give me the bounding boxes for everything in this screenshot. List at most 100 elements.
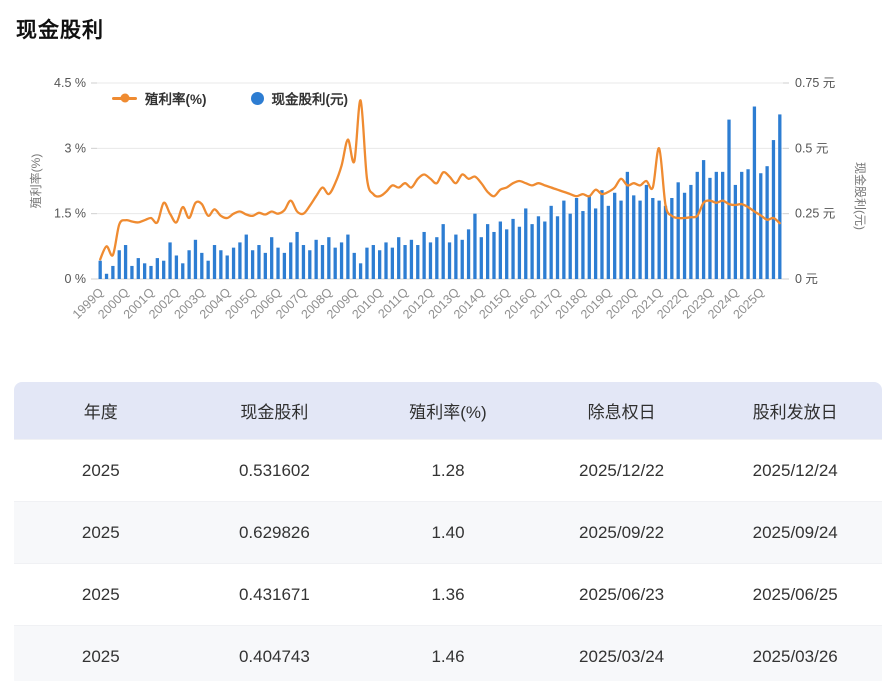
- dividend-bar[interactable]: [346, 234, 350, 279]
- dividend-bar[interactable]: [721, 171, 725, 279]
- dividend-bar[interactable]: [498, 221, 502, 279]
- dividend-bar[interactable]: [657, 200, 661, 279]
- dividend-bar[interactable]: [244, 234, 248, 279]
- dividend-bar[interactable]: [320, 245, 325, 279]
- dividend-bar[interactable]: [238, 242, 242, 279]
- dividend-bar[interactable]: [454, 234, 458, 279]
- dividend-bar[interactable]: [130, 265, 134, 279]
- dividend-bar[interactable]: [155, 258, 159, 279]
- dividend-bar[interactable]: [676, 182, 680, 279]
- dividend-bar[interactable]: [136, 258, 140, 279]
- dividend-bar[interactable]: [314, 239, 318, 279]
- dividend-bar[interactable]: [441, 224, 445, 279]
- dividend-bar[interactable]: [727, 119, 731, 279]
- dividend-bar[interactable]: [339, 242, 344, 279]
- dividend-bar[interactable]: [606, 205, 610, 279]
- legend-item-yield[interactable]: 殖利率(%): [112, 88, 207, 108]
- dividend-bar[interactable]: [397, 237, 401, 279]
- dividend-bar[interactable]: [701, 160, 706, 279]
- dividend-bar[interactable]: [187, 250, 191, 279]
- dividend-bar[interactable]: [708, 177, 712, 279]
- dividend-bar[interactable]: [460, 239, 464, 279]
- dividend-bar[interactable]: [206, 260, 210, 279]
- dividend-bar[interactable]: [333, 247, 337, 279]
- dividend-bar[interactable]: [384, 242, 388, 279]
- dividend-bar[interactable]: [613, 192, 617, 279]
- dividend-bar[interactable]: [670, 197, 674, 279]
- dividend-bar[interactable]: [295, 231, 299, 279]
- dividend-bar[interactable]: [778, 114, 782, 279]
- dividend-bar[interactable]: [225, 255, 229, 279]
- dividend-bar[interactable]: [574, 197, 579, 279]
- dividend-bar[interactable]: [327, 237, 331, 279]
- dividend-bar[interactable]: [409, 239, 414, 279]
- dividend-bar[interactable]: [365, 247, 369, 279]
- dividend-bar[interactable]: [555, 216, 560, 279]
- dividend-bar[interactable]: [511, 218, 515, 279]
- dividend-bar[interactable]: [117, 250, 121, 279]
- dividend-bar[interactable]: [123, 245, 128, 279]
- dividend-bar[interactable]: [149, 265, 153, 279]
- dividend-bar[interactable]: [524, 208, 528, 279]
- dividend-bar[interactable]: [428, 242, 433, 279]
- dividend-bar[interactable]: [200, 252, 204, 279]
- dividend-bar[interactable]: [543, 221, 547, 279]
- dividend-bar[interactable]: [530, 224, 534, 279]
- dividend-bar[interactable]: [162, 260, 166, 279]
- dividend-bar[interactable]: [352, 252, 356, 279]
- dividend-bar[interactable]: [765, 166, 769, 279]
- dividend-bar[interactable]: [587, 195, 591, 279]
- dividend-bar[interactable]: [212, 245, 217, 279]
- yield-line[interactable]: [99, 99, 781, 261]
- dividend-bar[interactable]: [378, 250, 382, 279]
- dividend-bar[interactable]: [282, 252, 287, 279]
- dividend-bar[interactable]: [181, 263, 185, 279]
- dividend-bar[interactable]: [301, 245, 306, 279]
- dividend-bar[interactable]: [142, 263, 147, 279]
- dividend-bar[interactable]: [250, 250, 255, 279]
- dividend-bar[interactable]: [632, 195, 636, 279]
- dividend-bar[interactable]: [682, 192, 687, 279]
- dividend-bar[interactable]: [663, 205, 668, 279]
- dividend-bar[interactable]: [536, 216, 541, 279]
- dividend-bar[interactable]: [759, 173, 763, 279]
- dividend-bar[interactable]: [752, 106, 757, 279]
- dividend-bar[interactable]: [492, 231, 496, 279]
- dividend-bar[interactable]: [358, 263, 363, 279]
- dividend-bar[interactable]: [625, 171, 630, 279]
- dividend-bar[interactable]: [422, 231, 426, 279]
- dividend-bar[interactable]: [466, 229, 471, 279]
- dividend-bar[interactable]: [308, 250, 312, 279]
- dividend-bar[interactable]: [619, 200, 623, 279]
- dividend-bar[interactable]: [231, 247, 236, 279]
- dividend-bar[interactable]: [193, 239, 198, 279]
- dividend-bar[interactable]: [479, 237, 483, 279]
- dividend-bar[interactable]: [447, 242, 452, 279]
- dividend-bar[interactable]: [276, 247, 280, 279]
- dividend-bar[interactable]: [740, 171, 744, 279]
- dividend-bar[interactable]: [771, 140, 776, 279]
- dividend-bar[interactable]: [689, 184, 693, 279]
- dividend-bars-series[interactable]: [98, 106, 782, 279]
- dividend-bar[interactable]: [257, 245, 261, 279]
- dividend-bar[interactable]: [746, 169, 750, 279]
- dividend-bar[interactable]: [289, 242, 293, 279]
- dividend-bar[interactable]: [562, 200, 566, 279]
- dividend-bar[interactable]: [485, 224, 490, 279]
- dividend-bar[interactable]: [416, 245, 420, 279]
- dividend-bar[interactable]: [638, 200, 642, 279]
- dividend-bar[interactable]: [644, 184, 649, 279]
- dividend-bar[interactable]: [593, 208, 598, 279]
- dividend-bar[interactable]: [111, 265, 115, 279]
- dividend-bar[interactable]: [549, 205, 553, 279]
- dividend-bar[interactable]: [371, 245, 375, 279]
- dividend-bar[interactable]: [390, 247, 395, 279]
- dividend-bar[interactable]: [174, 255, 179, 279]
- dividend-bar[interactable]: [270, 237, 274, 279]
- dividend-bar[interactable]: [733, 184, 738, 279]
- dividend-bar[interactable]: [98, 260, 102, 279]
- legend-item-dividend[interactable]: 现金股利(元): [250, 88, 348, 108]
- dividend-bar[interactable]: [517, 226, 522, 279]
- dividend-bar[interactable]: [581, 211, 585, 279]
- dividend-bar[interactable]: [505, 229, 509, 279]
